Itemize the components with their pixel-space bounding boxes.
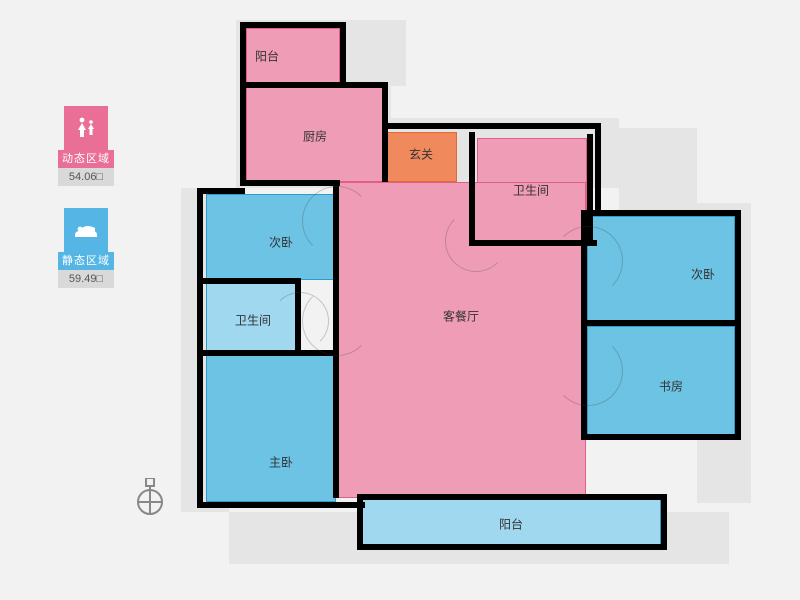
room-kitchen bbox=[246, 86, 384, 182]
wall bbox=[382, 123, 600, 129]
wall bbox=[197, 188, 245, 194]
wall bbox=[203, 278, 299, 284]
legend-dynamic-value: 54.06□ bbox=[58, 168, 114, 186]
wall bbox=[240, 82, 388, 88]
wall bbox=[197, 502, 365, 508]
room-balcony_s bbox=[361, 498, 661, 548]
wall bbox=[240, 22, 344, 28]
legend-dynamic-title: 动态区域 bbox=[58, 150, 114, 168]
door-arc bbox=[271, 292, 329, 350]
wall bbox=[340, 22, 346, 84]
wall bbox=[357, 494, 363, 548]
people-icon bbox=[64, 106, 108, 150]
floor-plan: 阳台厨房玄关卫生间客餐厅次卧卫生间主卧次卧书房阳台 bbox=[181, 20, 751, 576]
wall bbox=[357, 494, 667, 500]
door-arc bbox=[445, 210, 507, 272]
room-masterbed bbox=[206, 354, 336, 502]
wall bbox=[595, 123, 601, 215]
canvas: 动态区域 54.06□ 静态区域 59.49□ bbox=[0, 0, 800, 600]
wall bbox=[581, 434, 741, 440]
door-arc bbox=[553, 336, 623, 406]
wall bbox=[197, 188, 203, 508]
sleep-icon bbox=[64, 208, 108, 252]
wall bbox=[240, 22, 246, 182]
legend-dynamic: 动态区域 54.06□ bbox=[58, 106, 114, 186]
legend-static-title: 静态区域 bbox=[58, 252, 114, 270]
door-arc bbox=[302, 186, 372, 256]
wall bbox=[240, 180, 340, 186]
wall bbox=[382, 82, 388, 182]
legend: 动态区域 54.06□ 静态区域 59.49□ bbox=[58, 106, 114, 310]
door-arc bbox=[553, 226, 623, 296]
wall bbox=[357, 544, 667, 550]
wall bbox=[203, 350, 337, 356]
legend-static-value: 59.49□ bbox=[58, 270, 114, 288]
room-entry bbox=[385, 132, 457, 182]
wall bbox=[661, 494, 667, 548]
wall bbox=[581, 320, 741, 326]
room-balcony_n bbox=[246, 28, 340, 84]
legend-static: 静态区域 59.49□ bbox=[58, 208, 114, 288]
wall bbox=[581, 210, 741, 216]
compass-icon bbox=[132, 478, 168, 518]
